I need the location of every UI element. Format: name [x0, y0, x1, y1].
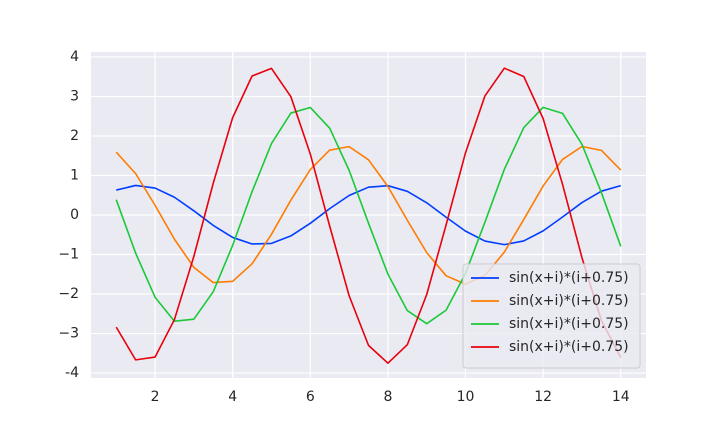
- x-tick-label: 8: [383, 389, 392, 405]
- x-tick-label: 10: [457, 389, 475, 405]
- line: [116, 184, 621, 246]
- y-tick-label: −2: [58, 286, 79, 302]
- legend-label: sin(x+i)*(i+0.75): [509, 293, 629, 309]
- x-tick-label: 6: [306, 389, 315, 405]
- x-tick-label: 2: [151, 389, 160, 405]
- y-tick-label: −1: [58, 247, 79, 263]
- y-tick-label: 3: [70, 88, 79, 104]
- y-tick-label: -4: [65, 365, 79, 381]
- x-tick-label: 12: [534, 389, 552, 405]
- y-tick-label: 0: [70, 207, 79, 223]
- y-tick-label: 1: [70, 167, 79, 183]
- legend-label: sin(x+i)*(i+0.75): [509, 316, 629, 332]
- legend-box: [462, 263, 641, 369]
- line: [115, 67, 622, 364]
- y-tick-label: 4: [70, 49, 79, 65]
- x-tick-label: 4: [228, 389, 237, 405]
- legend-label: sin(x+i)*(i+0.75): [509, 339, 629, 355]
- x-tick-label: 14: [612, 389, 630, 405]
- y-tick-label: 2: [70, 128, 79, 144]
- line: [115, 106, 622, 325]
- legend-label: sin(x+i)*(i+0.75): [509, 270, 629, 286]
- y-tick-label: −3: [58, 326, 79, 342]
- line: [115, 145, 622, 285]
